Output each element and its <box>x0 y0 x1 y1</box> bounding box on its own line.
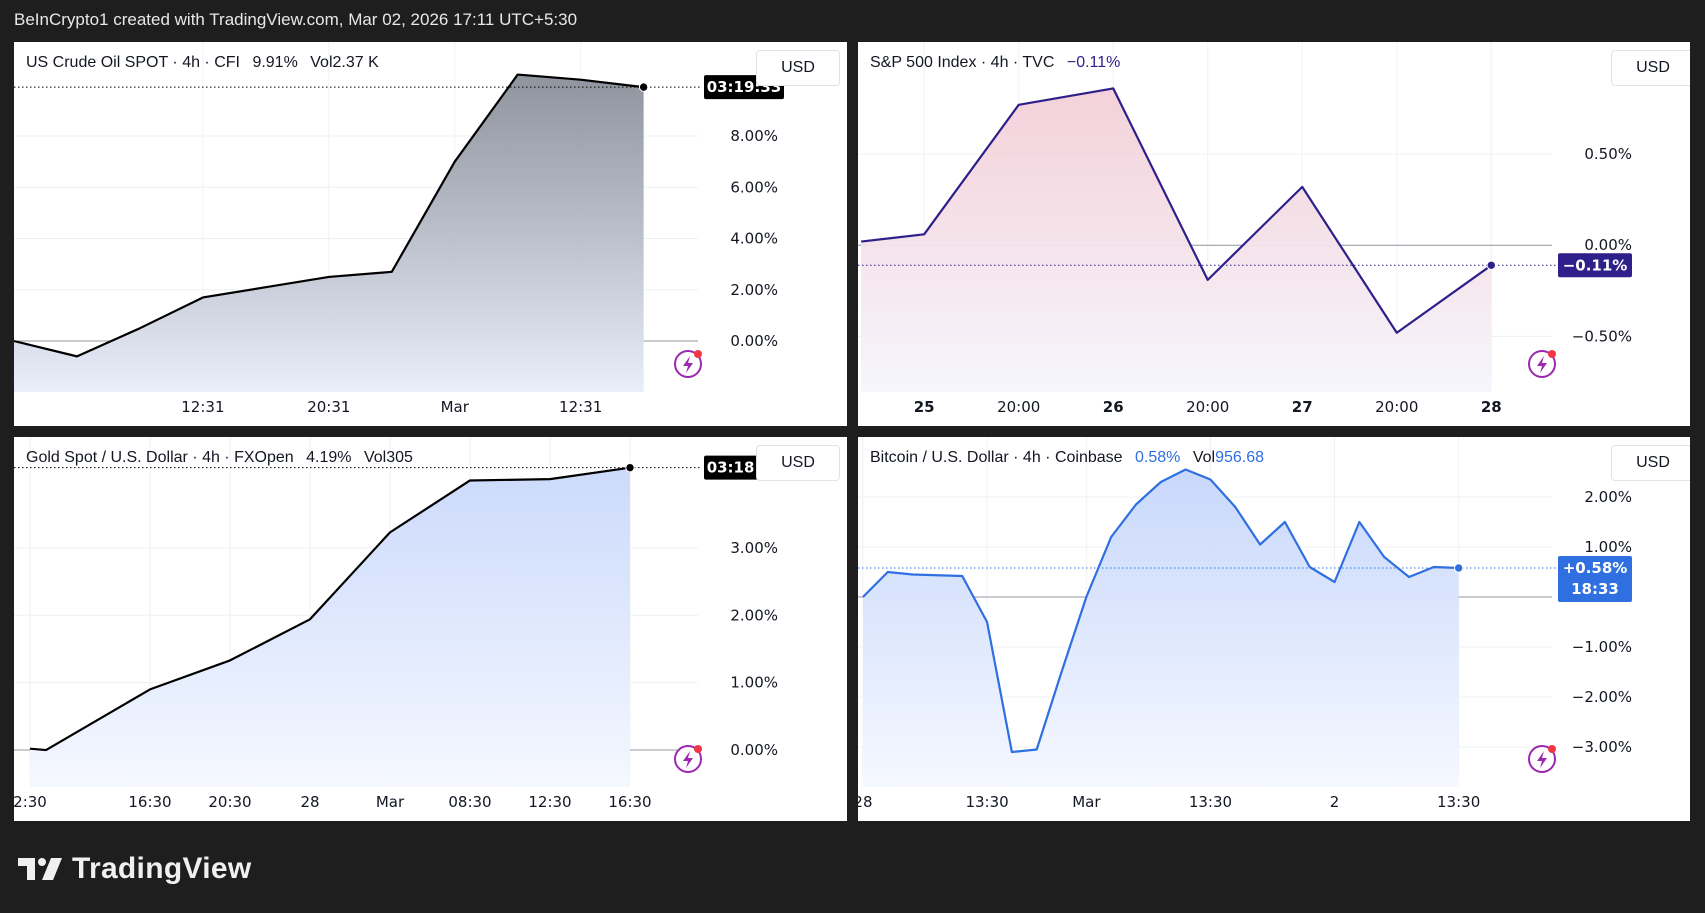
legend-vol-label: Vol <box>363 449 387 466</box>
x-tick-label: 08:30 <box>448 793 491 811</box>
legend-change: 9.91% <box>252 54 298 71</box>
y-tick-label: 0.50% <box>1584 145 1632 163</box>
x-tick-label: 20:00 <box>997 398 1040 416</box>
y-tick-label: 2.00% <box>730 281 778 299</box>
y-tick-label: 8.00% <box>730 127 778 145</box>
chart-panel-crude-oil[interactable]: 8.00% 6.00% 4.00% 2.00% 0.00% 03:19:33 12:31 20… <box>14 42 847 426</box>
price-label: −0.11% <box>1563 256 1628 274</box>
y-tick-label: 2.00% <box>730 606 778 624</box>
y-tick-label: 1.00% <box>1584 538 1632 556</box>
x-tick-label: 2 <box>1330 793 1340 811</box>
y-tick-label: −3.00% <box>1572 738 1632 756</box>
x-tick-label: 12:31 <box>181 398 224 416</box>
legend-title: Bitcoin / U.S. Dollar · 4h · Coinbase <box>870 449 1123 466</box>
y-tick-label: 3.00% <box>730 539 778 557</box>
y-tick-label: −0.50% <box>1572 327 1632 345</box>
last-point-marker <box>1453 563 1464 573</box>
sp500-chart[interactable]: 0.50% 0.00% −0.50% −0.11% 25 20:00 26 20:00 27 20… <box>858 42 1690 426</box>
last-point-marker <box>625 462 635 473</box>
x-tick-label: 28 <box>300 793 319 811</box>
y-tick-label: 0.00% <box>1584 236 1632 254</box>
price-label: +0.58% <box>1563 559 1628 577</box>
y-tick-label: 4.00% <box>730 230 778 248</box>
x-tick-label: Mar <box>441 398 470 416</box>
x-tick-label: 16:30 <box>128 793 171 811</box>
legend-vol: 956.68 <box>1215 449 1265 466</box>
legend-title: US Crude Oil SPOT · 4h · CFI <box>26 54 240 71</box>
legend-change: 0.58% <box>1135 449 1181 466</box>
legend-vol: 305 <box>386 449 413 466</box>
legend-change: 4.19% <box>306 449 352 466</box>
x-tick-label: 12:31 <box>559 398 602 416</box>
sp500-legend: S&P 500 Index · 4h · TVC −0.11% <box>870 54 1120 72</box>
y-tick-label: 0.00% <box>730 741 778 759</box>
series-area <box>862 469 1459 787</box>
last-point-marker <box>1486 260 1496 270</box>
y-tick-label: 0.00% <box>730 332 778 350</box>
crude-oil-legend: US Crude Oil SPOT · 4h · CFI 9.91% Vol2.… <box>26 54 379 72</box>
x-tick-label: 28 <box>1481 398 1502 416</box>
legend-title: S&P 500 Index · 4h · TVC <box>870 54 1055 71</box>
tradingview-logo-icon <box>18 858 62 880</box>
attribution-text: BeInCrypto1 created with TradingView.com… <box>14 10 578 29</box>
y-tick-label: 6.00% <box>730 178 778 196</box>
brand-name: TradingView <box>72 852 252 885</box>
series-area <box>14 74 644 392</box>
x-tick-label: 13:30 <box>965 793 1008 811</box>
x-tick-label: 28 <box>858 793 873 811</box>
y-tick-label: 1.00% <box>730 674 778 692</box>
series-area <box>861 88 1492 392</box>
y-tick-label: 2.00% <box>1584 488 1632 506</box>
x-tick-label: 25 <box>914 398 935 416</box>
chart-panel-sp500[interactable]: 0.50% 0.00% −0.50% −0.11% 25 20:00 26 20:00 27 20… <box>858 42 1690 426</box>
gold-legend: Gold Spot / U.S. Dollar · 4h · FXOpen 4.… <box>26 449 413 467</box>
x-tick-label: Mar <box>1072 793 1101 811</box>
x-tick-label: 16:30 <box>608 793 651 811</box>
x-tick-label: 26 <box>1103 398 1124 416</box>
lightning-alert-icon <box>1528 745 1556 773</box>
price-label-box <box>1558 556 1632 602</box>
legend-vol: 2.37 K <box>332 54 379 71</box>
legend-change: −0.11% <box>1066 54 1121 71</box>
series-line <box>862 468 1459 754</box>
x-tick-label: 2:30 <box>14 793 47 811</box>
legend-vol-label: Vol <box>1192 449 1216 466</box>
lightning-alert-icon <box>674 350 702 378</box>
legend-vol-label: Vol <box>310 54 333 71</box>
chart-panel-gold[interactable]: 3.00% 2.00% 1.00% 0.00% 03:18:33 2:30 16:30 20:… <box>14 437 847 821</box>
x-tick-label: 12:30 <box>528 793 571 811</box>
tradingview-logo[interactable]: TradingView <box>18 852 251 886</box>
x-tick-label: 13:30 <box>1189 793 1232 811</box>
series-line <box>14 73 644 358</box>
x-tick-label: 20:31 <box>307 398 350 416</box>
gold-chart[interactable]: 3.00%2.00%1.00%0.00%03:18:332:30 16:30 20:… <box>14 437 847 821</box>
x-tick-label: 13:30 <box>1437 793 1480 811</box>
currency-button[interactable]: USD <box>1611 445 1690 481</box>
y-tick-label: −1.00% <box>1572 638 1632 656</box>
currency-button[interactable]: USD <box>756 50 840 86</box>
series-area <box>30 467 630 787</box>
series-line <box>861 87 1492 334</box>
chart-panel-bitcoin[interactable]: 2.00%1.00%0.00%−1.00%−2.00%−3.00%+0.58%1… <box>858 437 1690 821</box>
x-tick-label: Mar <box>376 793 405 811</box>
price-label-box <box>1558 253 1632 278</box>
x-tick-label: 20:00 <box>1375 398 1418 416</box>
last-point-marker <box>638 82 649 92</box>
lightning-alert-icon <box>1528 350 1556 378</box>
x-tick-label: 20:30 <box>208 793 251 811</box>
lightning-alert-icon <box>674 745 702 773</box>
price-label-time: 18:33 <box>1571 580 1619 598</box>
series-line <box>29 466 631 752</box>
y-tick-label: −2.00% <box>1572 688 1632 706</box>
currency-button[interactable]: USD <box>756 445 840 481</box>
x-tick-label: 27 <box>1292 398 1313 416</box>
bitcoin-legend: Bitcoin / U.S. Dollar · 4h · Coinbase 0.… <box>870 449 1264 467</box>
legend-title: Gold Spot / U.S. Dollar · 4h · FXOpen <box>26 449 294 466</box>
bitcoin-chart[interactable]: 2.00%1.00%0.00%−1.00%−2.00%−3.00%+0.58%1… <box>858 437 1690 821</box>
x-tick-label: 20:00 <box>1186 398 1229 416</box>
currency-button[interactable]: USD <box>1611 50 1690 86</box>
